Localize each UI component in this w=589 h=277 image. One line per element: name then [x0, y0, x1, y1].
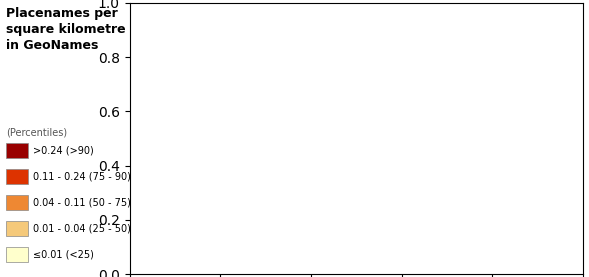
Text: >0.24 (>90): >0.24 (>90) [34, 145, 94, 156]
FancyBboxPatch shape [6, 143, 28, 158]
Text: (Percentiles): (Percentiles) [6, 128, 67, 138]
Text: ≤0.01 (<25): ≤0.01 (<25) [34, 249, 94, 259]
Text: Placenames per
square kilometre
in GeoNames: Placenames per square kilometre in GeoNa… [6, 7, 126, 52]
FancyBboxPatch shape [6, 195, 28, 210]
Text: 0.04 - 0.11 (50 - 75): 0.04 - 0.11 (50 - 75) [34, 197, 131, 207]
FancyBboxPatch shape [6, 220, 28, 236]
Text: 0.01 - 0.04 (25 - 50): 0.01 - 0.04 (25 - 50) [34, 223, 131, 233]
FancyBboxPatch shape [6, 169, 28, 184]
Text: 0.11 - 0.24 (75 - 90): 0.11 - 0.24 (75 - 90) [34, 171, 131, 181]
FancyBboxPatch shape [6, 247, 28, 262]
